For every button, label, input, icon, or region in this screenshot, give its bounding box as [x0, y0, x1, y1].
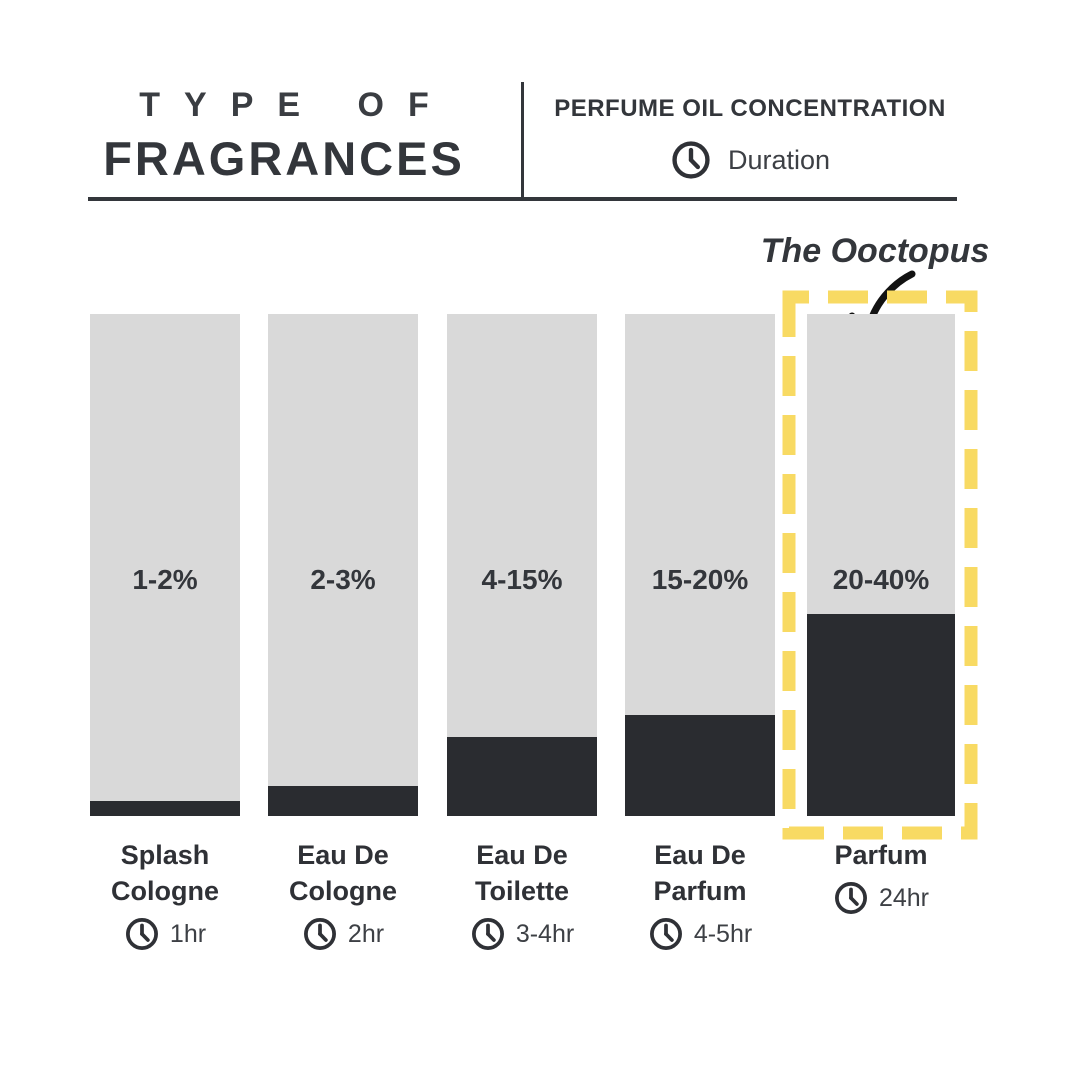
title-line-1: TYPE OF — [139, 86, 453, 124]
label-eau-de-toilette: Eau De Toilette 3-4hr — [447, 837, 597, 957]
category-name: Eau De — [297, 840, 389, 870]
highlight-dashed-border — [782, 290, 978, 840]
clock-icon — [471, 918, 504, 950]
duration-value: 1hr — [169, 919, 207, 948]
header-vertical-divider — [521, 82, 524, 199]
bar-eau-de-parfum: 15-20% — [625, 314, 775, 816]
clock-icon — [834, 882, 867, 914]
bar-splash-cologne: 1-2% — [90, 314, 240, 816]
duration-value: 4-5hr — [693, 919, 753, 948]
duration-row: 3-4hr — [470, 916, 574, 952]
annotation-label: The Ooctopus — [760, 232, 990, 270]
clock-icon — [649, 918, 682, 950]
clock-icon — [125, 918, 158, 950]
label-eau-de-parfum: Eau De Parfum 4-5hr — [625, 837, 775, 957]
label-eau-de-cologne: Eau De Cologne 2hr — [268, 837, 418, 957]
duration-row: 24hr — [833, 880, 929, 916]
bar-percent-label: 4-15% — [481, 564, 563, 595]
label-parfum: Parfum 24hr — [807, 837, 955, 921]
bar-parfum: 20-40% — [807, 314, 955, 816]
duration-value: 24hr — [878, 883, 930, 912]
duration-value: 3-4hr — [515, 919, 575, 948]
bar-fill — [807, 613, 955, 816]
category-name: Eau De — [476, 840, 568, 870]
bar-percent-label: 2-3% — [310, 564, 376, 595]
label-splash-cologne: Splash Cologne 1hr — [90, 837, 240, 957]
bar-percent-label: 15-20% — [651, 564, 749, 595]
category-name: Eau De — [654, 840, 746, 870]
duration-row: 1hr — [124, 916, 206, 952]
bar-percent-label: 1-2% — [132, 564, 198, 595]
clock-icon — [303, 918, 336, 950]
category-name: Parfum — [834, 840, 928, 870]
title-block: TYPE OF FRAGRANCES — [88, 86, 480, 186]
duration-row: 2hr — [302, 916, 384, 952]
duration-row: 4-5hr — [648, 916, 752, 952]
bar-eau-de-cologne: 2-3% — [268, 314, 418, 816]
bar-percent-label: 20-40% — [832, 564, 930, 595]
header-horizontal-rule — [88, 197, 957, 201]
bar-fill — [90, 800, 240, 816]
bar-eau-de-toilette: 4-15% — [447, 314, 597, 816]
clock-icon — [672, 141, 710, 179]
category-name: Splash — [120, 840, 210, 870]
bar-fill — [625, 715, 775, 816]
category-name: Toilette — [475, 876, 569, 906]
category-name: Cologne — [289, 876, 397, 906]
bar-fill — [447, 737, 597, 816]
duration-legend: Duration — [670, 139, 830, 181]
duration-value: 2hr — [347, 919, 385, 948]
bar-fill — [268, 785, 418, 816]
category-name: Cologne — [111, 876, 219, 906]
category-name: Parfum — [653, 876, 747, 906]
duration-legend-label: Duration — [727, 144, 831, 175]
right-title: PERFUME OIL CONCENTRATION — [554, 95, 946, 122]
title-line-2: FRAGRANCES — [103, 132, 465, 185]
header-right-block: PERFUME OIL CONCENTRATION Duration — [540, 95, 960, 186]
